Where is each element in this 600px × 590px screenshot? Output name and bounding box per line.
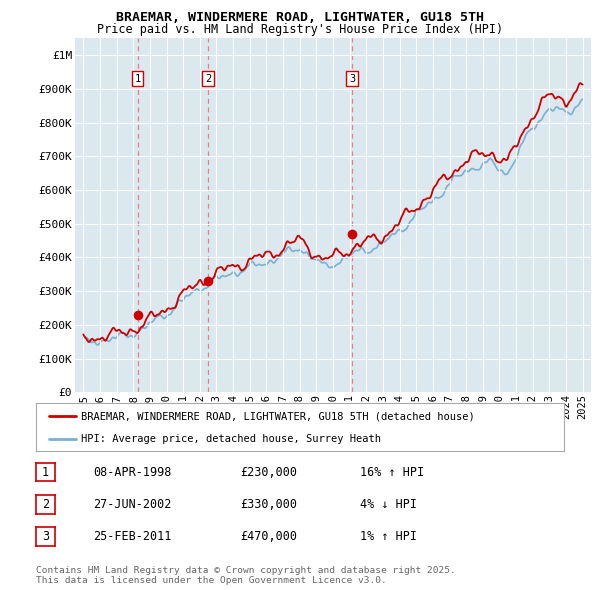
Text: 27-JUN-2002: 27-JUN-2002 — [93, 498, 172, 511]
Text: 2: 2 — [42, 498, 49, 511]
Text: Contains HM Land Registry data © Crown copyright and database right 2025.
This d: Contains HM Land Registry data © Crown c… — [36, 566, 456, 585]
Text: 3: 3 — [349, 74, 355, 84]
Text: 08-APR-1998: 08-APR-1998 — [93, 466, 172, 478]
Text: 3: 3 — [42, 530, 49, 543]
Text: 1: 1 — [42, 466, 49, 478]
Text: £470,000: £470,000 — [240, 530, 297, 543]
Text: £330,000: £330,000 — [240, 498, 297, 511]
Text: 4% ↓ HPI: 4% ↓ HPI — [360, 498, 417, 511]
Text: Price paid vs. HM Land Registry's House Price Index (HPI): Price paid vs. HM Land Registry's House … — [97, 23, 503, 36]
Text: BRAEMAR, WINDERMERE ROAD, LIGHTWATER, GU18 5TH: BRAEMAR, WINDERMERE ROAD, LIGHTWATER, GU… — [116, 11, 484, 24]
Text: BRAEMAR, WINDERMERE ROAD, LIGHTWATER, GU18 5TH (detached house): BRAEMAR, WINDERMERE ROAD, LIGHTWATER, GU… — [81, 411, 475, 421]
Text: HPI: Average price, detached house, Surrey Heath: HPI: Average price, detached house, Surr… — [81, 434, 381, 444]
Text: 1: 1 — [134, 74, 141, 84]
Text: 1% ↑ HPI: 1% ↑ HPI — [360, 530, 417, 543]
Text: 2: 2 — [205, 74, 211, 84]
Text: 25-FEB-2011: 25-FEB-2011 — [93, 530, 172, 543]
Text: 16% ↑ HPI: 16% ↑ HPI — [360, 466, 424, 478]
Text: £230,000: £230,000 — [240, 466, 297, 478]
